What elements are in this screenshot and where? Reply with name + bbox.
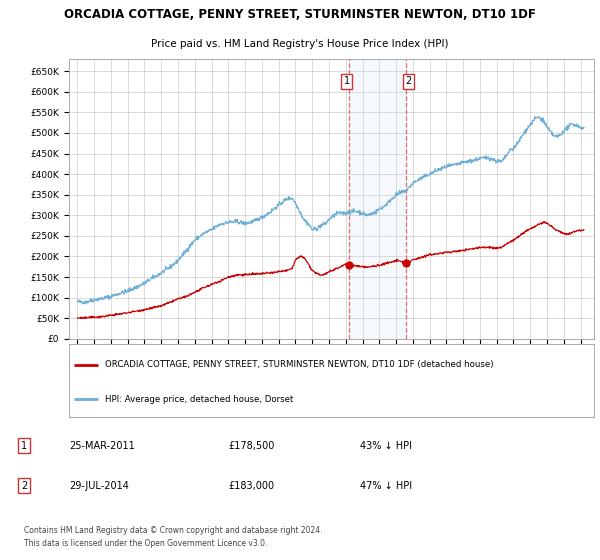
Text: 25-MAR-2011: 25-MAR-2011 — [69, 441, 135, 451]
Bar — [349, 59, 406, 339]
Text: £178,500: £178,500 — [228, 441, 274, 451]
Text: 43% ↓ HPI: 43% ↓ HPI — [360, 441, 412, 451]
Text: 1: 1 — [344, 77, 350, 86]
Text: 2: 2 — [405, 77, 411, 86]
Text: 2: 2 — [21, 480, 27, 491]
Text: £183,000: £183,000 — [228, 480, 274, 491]
Text: ORCADIA COTTAGE, PENNY STREET, STURMINSTER NEWTON, DT10 1DF: ORCADIA COTTAGE, PENNY STREET, STURMINST… — [64, 8, 536, 21]
Text: ORCADIA COTTAGE, PENNY STREET, STURMINSTER NEWTON, DT10 1DF (detached house): ORCADIA COTTAGE, PENNY STREET, STURMINST… — [105, 360, 493, 369]
Text: Contains HM Land Registry data © Crown copyright and database right 2024.
This d: Contains HM Land Registry data © Crown c… — [24, 526, 323, 548]
Text: 47% ↓ HPI: 47% ↓ HPI — [360, 480, 412, 491]
Text: Price paid vs. HM Land Registry's House Price Index (HPI): Price paid vs. HM Land Registry's House … — [151, 39, 449, 49]
Text: 29-JUL-2014: 29-JUL-2014 — [69, 480, 129, 491]
Text: HPI: Average price, detached house, Dorset: HPI: Average price, detached house, Dors… — [105, 394, 293, 404]
Text: 1: 1 — [21, 441, 27, 451]
